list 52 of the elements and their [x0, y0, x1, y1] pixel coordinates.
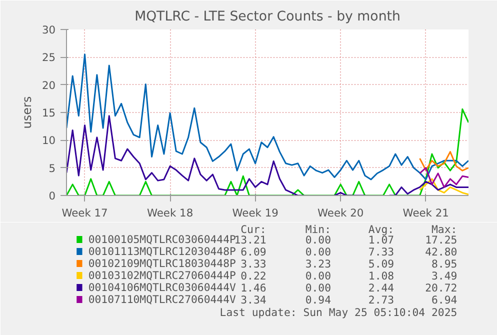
y-tick-label: 5	[48, 162, 56, 175]
text: 6.94	[432, 294, 458, 306]
y-tick-label: 15	[42, 106, 56, 120]
legend-label: 00100105MQTLRC03060444P	[88, 233, 236, 246]
text: 0.00	[305, 234, 332, 246]
y-axis-title: users	[20, 96, 34, 129]
x-tick-label: Week 18	[146, 206, 194, 220]
text: 3.49	[432, 270, 458, 282]
x-tick-label: Week 20	[318, 206, 364, 220]
x-tick-label: Week 21	[402, 206, 449, 220]
text: 1.08	[368, 270, 394, 282]
text: 0.00	[305, 246, 332, 258]
text: Avg:	[368, 223, 394, 236]
text: Cur:	[240, 223, 266, 236]
text: 7.33	[368, 246, 394, 258]
legend-label: 00107110MQTLRC27060444V	[88, 293, 236, 306]
legend-label: 00102109MQTLRC18030448P	[88, 257, 236, 270]
legend-label: 00104106MQTLRC03060444V	[88, 281, 236, 294]
x-tick-label: Week 17	[62, 206, 108, 220]
text: Min:	[305, 223, 332, 236]
line-series	[419, 151, 468, 172]
text: 2.44	[368, 282, 394, 294]
text: 8.95	[432, 258, 458, 270]
text: 3.34	[240, 294, 266, 306]
text: 0.22	[240, 270, 266, 282]
legend-label: 00103102MQTLRC27060444P	[88, 269, 236, 282]
text: 13.21	[234, 234, 266, 246]
text: 0.00	[305, 282, 332, 294]
text: 0.00	[305, 270, 332, 282]
text: 2.73	[368, 294, 394, 306]
text: 20.72	[425, 282, 458, 294]
line-series	[419, 167, 468, 188]
y-tick-label: 25	[42, 51, 56, 64]
y-tick-label: 10	[42, 134, 56, 148]
legend-label: 00101113MQTLRC12030448P	[88, 245, 236, 258]
text: 1.46	[240, 282, 266, 294]
text: Max:	[432, 223, 458, 236]
text: 17.25	[425, 234, 458, 246]
text: Last update: Sun May 25 05:10:04 2025	[220, 306, 458, 319]
text: 0.94	[305, 294, 332, 306]
text: 5.09	[368, 258, 394, 270]
chart-title: MQTLRC - LTE Sector Counts - by month	[134, 10, 400, 24]
text: 3.33	[240, 258, 266, 270]
y-tick-label: 0	[48, 190, 56, 202]
text: 42.80	[425, 246, 458, 258]
line-series	[419, 178, 468, 196]
y-tick-label: 20	[42, 78, 56, 92]
text: 3.23	[305, 258, 332, 270]
line-series	[66, 54, 468, 180]
y-tick-label: 30	[42, 24, 56, 36]
text: 6.09	[240, 246, 266, 258]
x-tick-label: Week 19	[232, 206, 279, 220]
